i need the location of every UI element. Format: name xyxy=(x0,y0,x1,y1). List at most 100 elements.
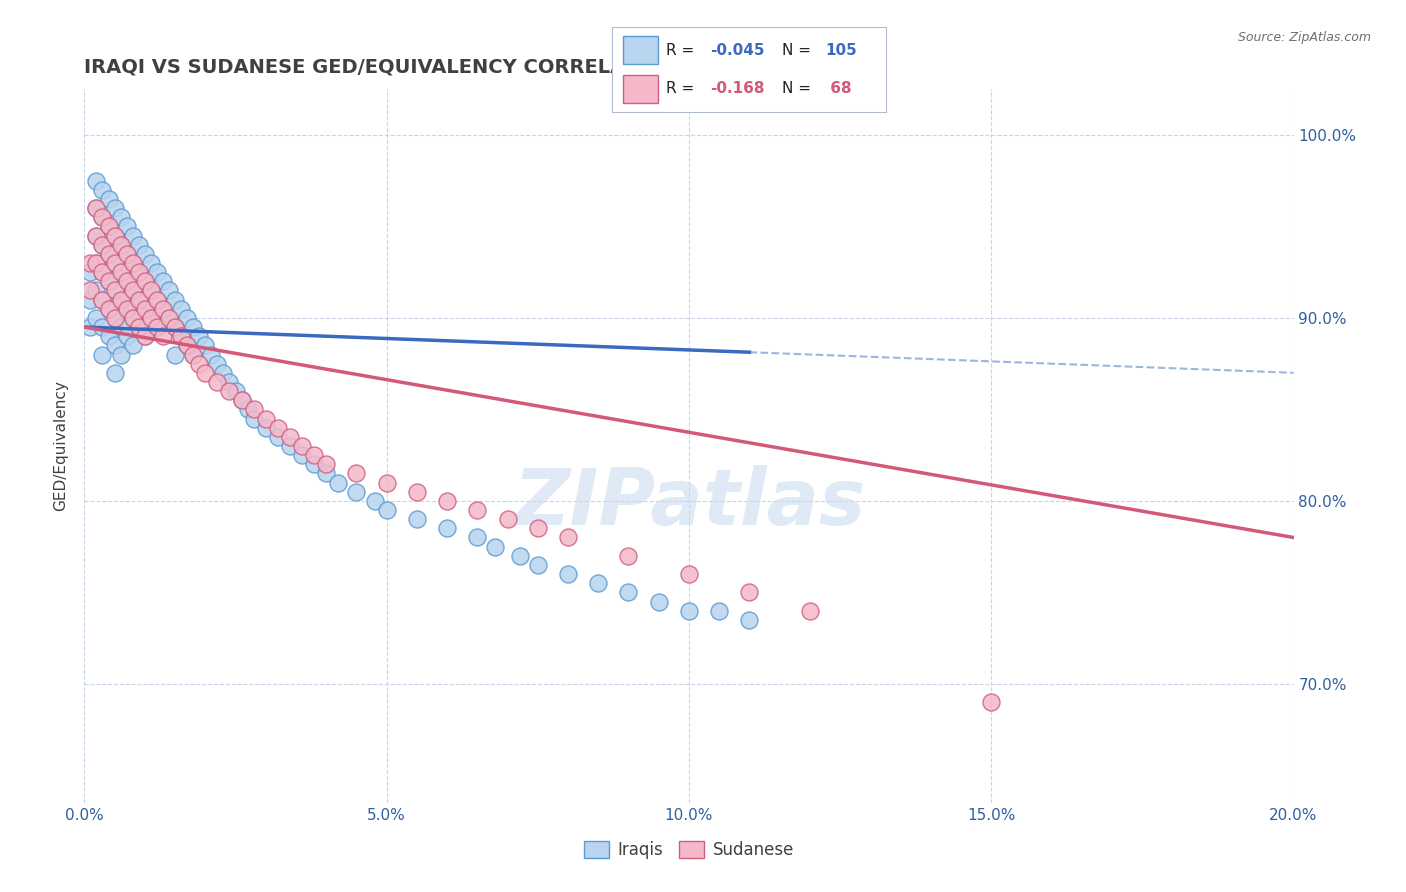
Point xyxy=(86,228,108,243)
Point xyxy=(194,338,217,352)
Point xyxy=(194,366,217,380)
Point xyxy=(115,219,138,234)
Point xyxy=(86,256,108,270)
Point xyxy=(121,256,143,270)
Point xyxy=(152,301,174,316)
Point xyxy=(146,320,169,334)
Text: 68: 68 xyxy=(825,80,852,95)
Point xyxy=(110,293,132,307)
Point xyxy=(678,567,700,582)
Point xyxy=(86,256,108,270)
Point xyxy=(617,585,640,599)
Point xyxy=(225,384,247,398)
Point xyxy=(181,347,204,361)
Point xyxy=(146,320,169,334)
Point xyxy=(557,531,579,545)
Point xyxy=(278,439,301,453)
Point xyxy=(157,310,180,325)
Point xyxy=(302,458,325,472)
Point xyxy=(170,301,193,316)
Point xyxy=(121,310,143,325)
Text: -0.168: -0.168 xyxy=(710,80,765,95)
Point xyxy=(157,310,180,325)
Point xyxy=(709,604,731,618)
Text: 105: 105 xyxy=(825,43,858,58)
Point xyxy=(91,320,114,334)
Point xyxy=(121,256,143,270)
Text: IRAQI VS SUDANESE GED/EQUIVALENCY CORRELATION CHART: IRAQI VS SUDANESE GED/EQUIVALENCY CORREL… xyxy=(84,57,758,77)
Point xyxy=(97,219,120,234)
Point xyxy=(406,484,429,499)
Point xyxy=(97,247,120,261)
Point xyxy=(128,320,150,334)
Point xyxy=(242,411,264,425)
Point xyxy=(134,329,156,343)
Point xyxy=(267,420,290,434)
Point xyxy=(188,329,211,343)
Point xyxy=(212,366,235,380)
Point xyxy=(91,237,114,252)
Point xyxy=(115,301,138,316)
Point xyxy=(104,338,127,352)
Point xyxy=(86,228,108,243)
Bar xyxy=(623,36,658,64)
Point xyxy=(738,585,761,599)
Point xyxy=(315,458,337,472)
Text: N =: N = xyxy=(782,43,811,58)
Point xyxy=(104,366,127,380)
Point xyxy=(176,338,198,352)
Point xyxy=(91,293,114,307)
Point xyxy=(375,475,398,490)
Point xyxy=(79,284,101,298)
Point xyxy=(110,320,132,334)
Point xyxy=(588,576,610,591)
Point xyxy=(467,531,489,545)
Point xyxy=(617,549,640,563)
Point xyxy=(231,393,253,408)
Point xyxy=(207,357,229,371)
Point xyxy=(115,329,138,343)
Point xyxy=(115,247,138,261)
Point xyxy=(165,293,187,307)
Point xyxy=(181,347,204,361)
Point xyxy=(128,265,150,279)
Point xyxy=(291,448,314,462)
Text: R =: R = xyxy=(666,43,695,58)
Point xyxy=(104,310,127,325)
Point xyxy=(165,320,187,334)
Point xyxy=(527,558,550,572)
Point xyxy=(467,503,489,517)
Point xyxy=(146,293,169,307)
Point xyxy=(86,201,108,215)
Point xyxy=(115,274,138,288)
Point xyxy=(91,211,114,225)
Text: R =: R = xyxy=(666,80,695,95)
Point xyxy=(436,521,458,535)
Point xyxy=(207,375,229,389)
Point xyxy=(121,284,143,298)
Point xyxy=(139,310,162,325)
Point xyxy=(278,430,301,444)
Point xyxy=(110,265,132,279)
Point xyxy=(121,338,143,352)
Point xyxy=(165,320,187,334)
Point xyxy=(484,540,506,554)
Point xyxy=(86,310,108,325)
Point xyxy=(242,402,264,417)
Point xyxy=(509,549,531,563)
Point xyxy=(110,211,132,225)
Point xyxy=(104,284,127,298)
Point xyxy=(146,293,169,307)
Point xyxy=(134,329,156,343)
Point xyxy=(86,174,108,188)
Point xyxy=(346,467,368,481)
Point xyxy=(121,310,143,325)
Point xyxy=(176,310,198,325)
Point xyxy=(152,301,174,316)
Point xyxy=(97,301,120,316)
Point xyxy=(128,265,150,279)
Point xyxy=(121,284,143,298)
Point xyxy=(110,293,132,307)
Point xyxy=(134,301,156,316)
Point xyxy=(104,228,127,243)
